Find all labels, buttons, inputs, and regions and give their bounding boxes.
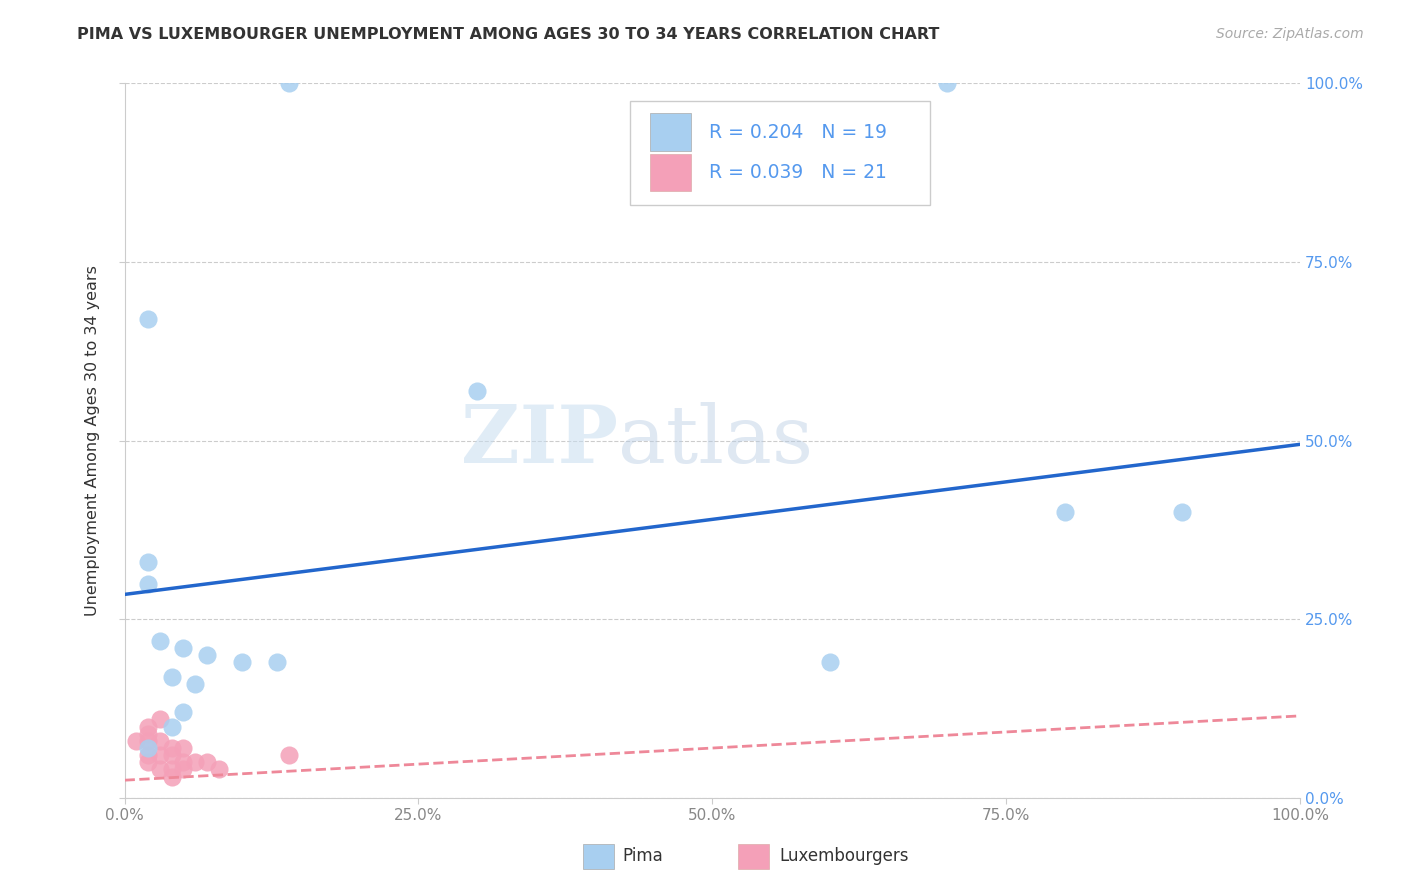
Text: Source: ZipAtlas.com: Source: ZipAtlas.com <box>1216 27 1364 41</box>
Point <box>149 713 172 727</box>
Point <box>278 748 301 763</box>
Point <box>465 384 488 398</box>
Point <box>136 576 159 591</box>
Text: R = 0.039   N = 21: R = 0.039 N = 21 <box>709 163 887 182</box>
Point <box>278 77 301 91</box>
Text: atlas: atlas <box>619 401 814 480</box>
Point <box>160 763 183 777</box>
Point <box>195 648 218 662</box>
FancyBboxPatch shape <box>630 102 929 205</box>
Point <box>160 770 183 784</box>
Point <box>1053 505 1076 519</box>
Point <box>195 756 218 770</box>
Point <box>149 734 172 748</box>
Point <box>149 748 172 763</box>
Point <box>149 633 172 648</box>
Point <box>136 748 159 763</box>
Point <box>184 677 207 691</box>
Point <box>208 763 231 777</box>
Point <box>172 763 194 777</box>
Point <box>172 756 194 770</box>
Point <box>1171 505 1194 519</box>
Point <box>136 312 159 326</box>
Point <box>184 756 207 770</box>
Point <box>136 720 159 734</box>
Point <box>136 734 159 748</box>
Point <box>136 555 159 569</box>
Point <box>136 756 159 770</box>
Text: R = 0.204   N = 19: R = 0.204 N = 19 <box>709 122 887 142</box>
Point <box>160 748 183 763</box>
Point <box>125 734 148 748</box>
Point <box>172 741 194 756</box>
Text: PIMA VS LUXEMBOURGER UNEMPLOYMENT AMONG AGES 30 TO 34 YEARS CORRELATION CHART: PIMA VS LUXEMBOURGER UNEMPLOYMENT AMONG … <box>77 27 939 42</box>
Point <box>149 763 172 777</box>
Point <box>136 741 159 756</box>
Point <box>266 655 288 669</box>
Point <box>818 655 841 669</box>
Point <box>172 640 194 655</box>
Point <box>231 655 253 669</box>
Point <box>160 669 183 683</box>
Point <box>160 720 183 734</box>
Text: ZIP: ZIP <box>461 401 619 480</box>
Text: Luxembourgers: Luxembourgers <box>779 847 908 865</box>
Text: Pima: Pima <box>623 847 664 865</box>
Y-axis label: Unemployment Among Ages 30 to 34 years: Unemployment Among Ages 30 to 34 years <box>86 265 100 616</box>
Bar <box>650 113 692 151</box>
Point <box>936 77 959 91</box>
Bar <box>650 154 692 192</box>
Point <box>160 741 183 756</box>
Point <box>172 706 194 720</box>
Point <box>136 727 159 741</box>
